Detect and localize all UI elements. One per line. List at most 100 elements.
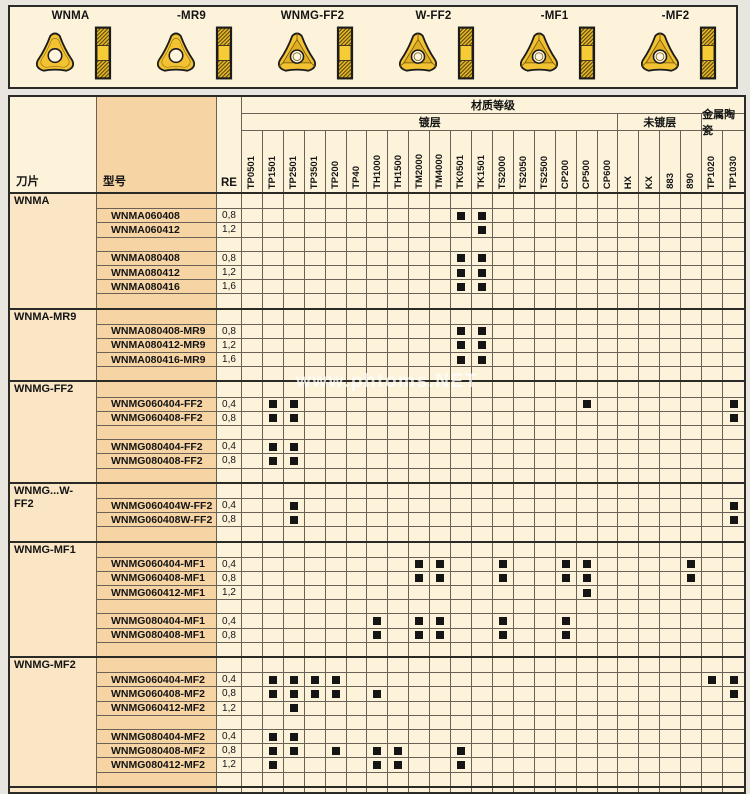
- grade-cell-TS2050: [513, 728, 535, 744]
- grade-cell-TP40: [346, 439, 368, 454]
- availability-mark: [478, 268, 487, 277]
- grade-cell-890: [681, 250, 703, 265]
- grade-cell-TS2000: [492, 236, 514, 251]
- grade-cell-HX: [618, 279, 640, 294]
- grade-cell-TS2050: [513, 410, 535, 425]
- grade-cell-CP200: [555, 453, 577, 468]
- grade-cell-HX: [618, 672, 640, 687]
- grade-cell-883: [660, 410, 682, 425]
- grade-cell-TM4000: [430, 526, 452, 541]
- grade-cell-TK1501: [472, 309, 493, 324]
- grade-cell-TS2500: [534, 337, 556, 353]
- grade-cell-KX: [639, 599, 661, 614]
- grade-cell-CP500: [576, 453, 598, 468]
- grade-cell-TS2500: [534, 700, 556, 715]
- re-cell: 0,8: [217, 743, 242, 758]
- grade-cell-TM4000: [430, 222, 452, 237]
- grade-cell-TS2050: [513, 208, 535, 223]
- grade-cell-TP1501: [262, 279, 284, 294]
- grade-cell-TP0501: [242, 323, 263, 338]
- grade-cell-TS2500: [535, 309, 556, 324]
- grade-cell-TS2500: [534, 222, 556, 237]
- grade-cell-TP40: [347, 542, 368, 557]
- grade-cell-TH1000: [367, 208, 389, 223]
- grade-cell-883: [660, 323, 682, 338]
- grade-cell-TP2501: [283, 410, 305, 425]
- grade-cell-TP1501: [262, 222, 284, 237]
- grade-cell-TH1500: [388, 279, 410, 294]
- grade-cell-TM2000: [409, 585, 431, 600]
- grade-cell-TS2500: [534, 425, 556, 440]
- availability-mark: [498, 617, 507, 626]
- grade-cell-TP200: [325, 757, 347, 772]
- grade-cell-CP200: [555, 208, 577, 223]
- grade-cell-883: [660, 728, 682, 744]
- grade-cell-TP0501: [242, 613, 263, 628]
- grade-cell-KX: [639, 366, 661, 381]
- grade-cell-TK0501: [451, 467, 473, 482]
- grade-cell-TP40: [346, 672, 368, 687]
- grade-cell-CP200: [555, 743, 577, 758]
- grade-cell-883: [660, 396, 682, 411]
- grade-cell-TP0501: [242, 771, 263, 786]
- insert-type-label: -MF1: [540, 10, 569, 22]
- grade-cell-HX: [618, 337, 640, 353]
- grade-cell-TP0501: [242, 641, 263, 656]
- partial-grade-cell: [514, 787, 535, 792]
- column-header-TP3501: TP3501: [305, 131, 326, 192]
- re-cell: [217, 467, 242, 482]
- grade-cell-TP1501: [262, 425, 284, 440]
- model-cell-empty: [97, 641, 217, 656]
- section-WNMGMF1: WNMG-MF1 WNMG060404-MF1 0,4 WNMG060408-MF1 0…: [10, 542, 744, 658]
- model-cell: WNMG060404-MF1: [97, 556, 217, 571]
- grade-cell-TP40: [346, 599, 368, 614]
- grade-cell-TS2050: [513, 743, 535, 758]
- section-name: WNMG...W-FF2: [10, 483, 97, 541]
- grade-cell-TM4000: [430, 396, 452, 411]
- grade-cell-TP0501: [242, 512, 263, 527]
- grade-cell-890: [681, 771, 703, 786]
- availability-mark: [289, 704, 298, 713]
- grade-cell-TP1020: [702, 352, 724, 367]
- grade-cell-CP200: [555, 627, 577, 642]
- grade-cell-890: [681, 728, 703, 744]
- column-header-TS2050: TS2050: [514, 131, 535, 192]
- section-name-label: WNMG-MF1: [14, 543, 76, 556]
- grade-cell-TS2050: [513, 757, 535, 772]
- grade-cell-TP0501: [242, 728, 263, 744]
- grade-cell-CP600: [597, 293, 619, 308]
- grade-cell-CP200: [555, 222, 577, 237]
- grade-cell-TP3501: [304, 250, 326, 265]
- grade-cell-TS2000: [492, 453, 514, 468]
- grade-cell-TP1020: [702, 627, 724, 642]
- grade-cell-TK1501: [472, 483, 493, 498]
- grade-cell-TP40: [346, 627, 368, 642]
- grade-cell-TS2500: [534, 757, 556, 772]
- grade-cell-TP0501: [242, 366, 263, 381]
- availability-mark: [457, 341, 466, 350]
- availability-mark: [478, 341, 487, 350]
- column-header-label: TP3501: [308, 155, 320, 189]
- column-header-label: TP2501: [288, 155, 300, 189]
- model-cell-empty: [97, 382, 217, 397]
- grade-cell-883: [660, 293, 682, 308]
- grade-cell-TM4000: [430, 439, 452, 454]
- availability-mark: [687, 560, 696, 569]
- grade-cell-TP1020: [702, 323, 724, 338]
- re-value: 1,2: [222, 339, 236, 351]
- grade-cell-TH1000: [367, 410, 389, 425]
- column-header-CP600: CP600: [598, 131, 619, 192]
- grade-cell-HX: [618, 627, 640, 642]
- column-header-label: TK1501: [476, 155, 488, 189]
- column-header-label: TH1500: [392, 155, 404, 189]
- grade-cell-TM4000: [430, 497, 452, 513]
- grade-cell-TP0501: [242, 208, 263, 223]
- grade-cell-TP1020: [702, 686, 724, 701]
- grade-cell-TK1501: [472, 771, 493, 786]
- grade-cell-TK0501: [451, 556, 473, 571]
- grade-cell-TS2500: [534, 570, 556, 586]
- grade-cell-TP2501: [283, 526, 305, 541]
- grade-cell-890: [681, 599, 703, 614]
- grade-cell-KX: [639, 743, 661, 758]
- grade-cell-TS2000: [492, 771, 514, 786]
